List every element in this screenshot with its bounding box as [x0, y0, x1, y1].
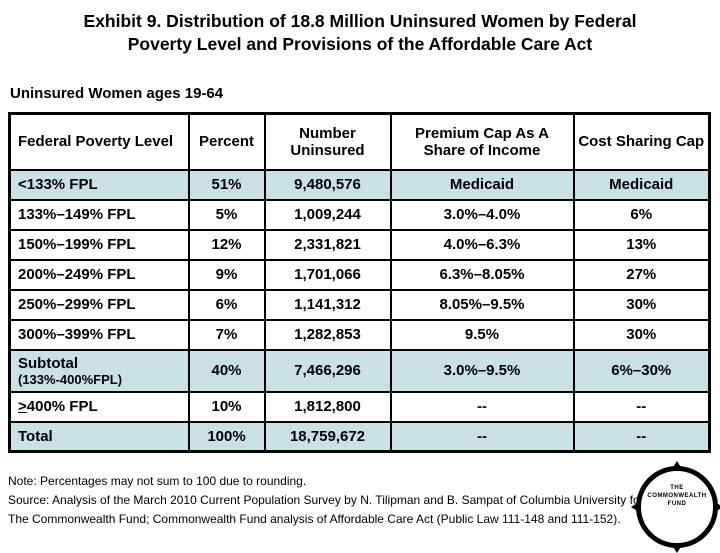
underlined-prefix: >	[18, 398, 27, 415]
table-body: <133% FPL 51% 9,480,576 Medicaid Medicaid 133…	[8, 168, 711, 453]
cell-number-0: 9,480,576	[263, 168, 392, 201]
compass-point-east-icon	[715, 502, 720, 512]
cell-number-7: 1,812,800	[263, 390, 392, 423]
table-row-5: 300%–399% FPL 7% 1,282,853 9.5% 30%	[8, 318, 711, 351]
cell-fpl-5: 300%–399% FPL	[8, 318, 190, 351]
cell-premium-6: 3.0%–9.5%	[389, 348, 575, 393]
logo-text-line2: COMMONWEALTH	[647, 493, 707, 499]
cell-fpl-6: Subtotal (133%-400%FPL)	[8, 348, 190, 393]
table-row-1: 133%–149% FPL 5% 1,009,244 3.0%–4.0% 6%	[8, 198, 711, 231]
cell-number-1: 1,009,244	[263, 198, 392, 231]
cell-fpl-3: 200%–249% FPL	[8, 258, 190, 291]
cell-premium-4: 8.05%–9.5%	[389, 288, 575, 321]
cell-fpl-1: 133%–149% FPL	[8, 198, 190, 231]
cell-cost-8: --	[572, 420, 711, 453]
logo-text-line1: THE	[670, 485, 684, 491]
cell-cost-5: 30%	[572, 318, 711, 351]
cell-percent-5: 7%	[187, 318, 266, 351]
cell-number-3: 1,701,066	[263, 258, 392, 291]
cell-cost-7: --	[572, 390, 711, 423]
cell-percent-6: 40%	[187, 348, 266, 393]
slide-subtitle: Uninsured Women ages 19-64	[10, 85, 224, 102]
table-row-3: 200%–249% FPL 9% 1,701,066 6.3%–8.05% 27%	[8, 258, 711, 291]
table-row-4: 250%–299% FPL 6% 1,141,312 8.05%–9.5% 30%	[8, 288, 711, 321]
note-line-2: The Commonwealth Fund; Commonwealth Fund…	[8, 512, 621, 526]
cell-fpl-8: Total	[8, 420, 190, 453]
cell-fpl-0: <133% FPL	[8, 168, 190, 201]
cell-fpl-7: >400% FPL	[8, 390, 190, 423]
table-row-2: 150%–199% FPL 12% 2,331,821 4.0%–6.3% 13%	[8, 228, 711, 261]
cell-number-5: 1,282,853	[263, 318, 392, 351]
cell-percent-4: 6%	[187, 288, 266, 321]
cell-premium-2: 4.0%–6.3%	[389, 228, 575, 261]
cell-cost-6: 6%–30%	[572, 348, 711, 393]
slide-title-line1: Exhibit 9. Distribution of 18.8 Million …	[83, 11, 637, 31]
cell-number-2: 2,331,821	[263, 228, 392, 261]
cell-fpl-4: 250%–299% FPL	[8, 288, 190, 321]
uninsured-women-table: Federal Poverty Level Percent Number Unins…	[8, 112, 711, 453]
header-cell-1: Percent	[187, 112, 266, 171]
note-line-0: Note: Percentages may not sum to 100 due…	[8, 474, 307, 488]
notes-block: Note: Percentages may not sum to 100 due…	[8, 472, 688, 529]
cell-number-8: 18,759,672	[263, 420, 392, 453]
table-header-row: Federal Poverty Level Percent Number Unins…	[8, 112, 711, 171]
cell-premium-1: 3.0%–4.0%	[389, 198, 575, 231]
header-cell-4: Cost Sharing Cap	[572, 112, 711, 171]
cell-premium-5: 9.5%	[389, 318, 575, 351]
cell-percent-1: 5%	[187, 198, 266, 231]
cell-cost-4: 30%	[572, 288, 711, 321]
cell-cost-3: 27%	[572, 258, 711, 291]
header-cell-3: Premium Cap As A Share of Income	[389, 112, 575, 171]
compass-point-north-icon	[672, 461, 682, 469]
compass-point-south-icon	[672, 545, 682, 553]
cell-fpl-subline-6: (133%-400%FPL)	[18, 371, 123, 387]
slide-title-line2: Poverty Level and Provisions of the Affo…	[127, 34, 593, 54]
cell-number-4: 1,141,312	[263, 288, 392, 321]
table-row-0: <133% FPL 51% 9,480,576 Medicaid Medicaid	[8, 168, 711, 201]
cell-number-6: 7,466,296	[263, 348, 392, 393]
cell-fpl-2: 150%–199% FPL	[8, 228, 190, 261]
cell-cost-2: 13%	[572, 228, 711, 261]
slide-title: Exhibit 9. Distribution of 18.8 Million …	[28, 10, 692, 56]
cell-percent-2: 12%	[187, 228, 266, 261]
logo-text: THE COMMONWEALTH FUND	[641, 484, 713, 508]
cell-cost-0: Medicaid	[572, 168, 711, 201]
cell-percent-8: 100%	[187, 420, 266, 453]
cell-premium-3: 6.3%–8.05%	[389, 258, 575, 291]
cell-premium-8: --	[389, 420, 575, 453]
cell-percent-3: 9%	[187, 258, 266, 291]
compass-point-west-icon	[631, 502, 639, 512]
note-line-1: Source: Analysis of the March 2010 Curre…	[8, 493, 644, 507]
logo-text-line3: FUND	[667, 501, 687, 507]
table-row-8: Total 100% 18,759,672 -- --	[8, 420, 711, 453]
cell-premium-7: --	[389, 390, 575, 423]
header-cell-2: Number Uninsured	[263, 112, 392, 171]
table-row-7: >400% FPL 10% 1,812,800 -- --	[8, 390, 711, 423]
commonwealth-fund-logo: THE COMMONWEALTH FUND	[631, 461, 720, 553]
header-cell-0: Federal Poverty Level	[8, 112, 190, 171]
cell-percent-7: 10%	[187, 390, 266, 423]
table-row-6: Subtotal (133%-400%FPL) 40% 7,466,296 3.0%–9…	[8, 348, 711, 393]
cell-cost-1: 6%	[572, 198, 711, 231]
cell-percent-0: 51%	[187, 168, 266, 201]
cell-premium-0: Medicaid	[389, 168, 575, 201]
